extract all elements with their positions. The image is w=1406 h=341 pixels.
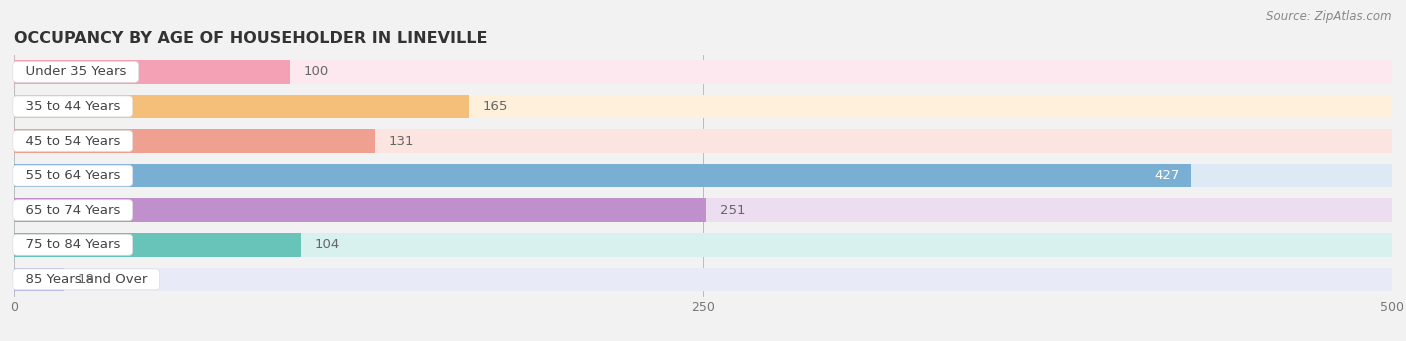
Text: 165: 165 <box>482 100 508 113</box>
Bar <box>14 60 1392 84</box>
Bar <box>14 198 1392 222</box>
Text: 131: 131 <box>389 135 415 148</box>
Text: 35 to 44 Years: 35 to 44 Years <box>17 100 129 113</box>
Bar <box>14 268 63 291</box>
Text: Source: ZipAtlas.com: Source: ZipAtlas.com <box>1267 10 1392 23</box>
Bar <box>14 164 1191 187</box>
Text: 100: 100 <box>304 65 329 78</box>
Bar <box>14 60 290 84</box>
Text: OCCUPANCY BY AGE OF HOUSEHOLDER IN LINEVILLE: OCCUPANCY BY AGE OF HOUSEHOLDER IN LINEV… <box>14 31 488 46</box>
Bar <box>14 233 1392 256</box>
Bar <box>14 198 706 222</box>
Bar <box>14 129 1392 153</box>
Text: 55 to 64 Years: 55 to 64 Years <box>17 169 129 182</box>
Bar <box>14 268 1392 291</box>
Text: 75 to 84 Years: 75 to 84 Years <box>17 238 129 251</box>
Bar <box>14 233 301 256</box>
Text: 65 to 74 Years: 65 to 74 Years <box>17 204 129 217</box>
Text: 251: 251 <box>720 204 745 217</box>
Text: 18: 18 <box>77 273 94 286</box>
Text: Under 35 Years: Under 35 Years <box>17 65 135 78</box>
Text: 85 Years and Over: 85 Years and Over <box>17 273 156 286</box>
Text: 45 to 54 Years: 45 to 54 Years <box>17 135 129 148</box>
Text: 104: 104 <box>315 238 340 251</box>
Bar <box>14 129 375 153</box>
Text: 427: 427 <box>1154 169 1180 182</box>
Bar <box>14 95 1392 118</box>
Bar <box>14 164 1392 187</box>
Bar <box>14 95 468 118</box>
